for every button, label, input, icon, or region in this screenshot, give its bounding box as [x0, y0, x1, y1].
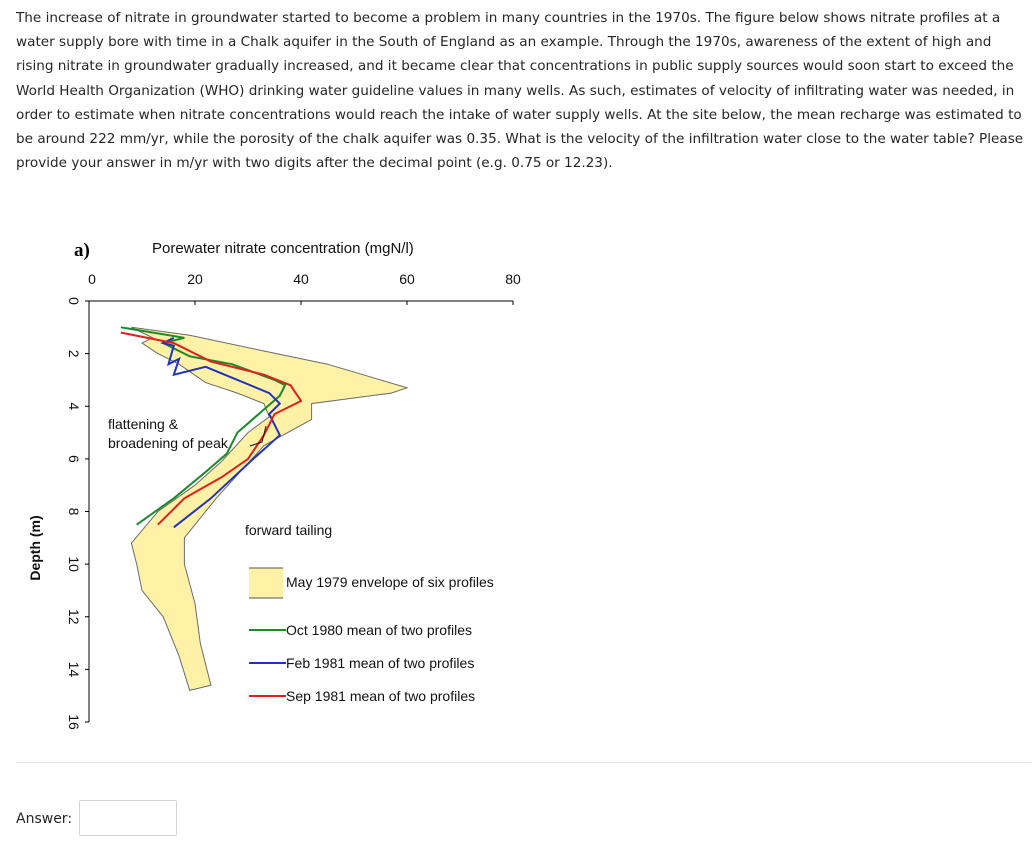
y-tick-label: 8	[66, 508, 82, 516]
y-tick-label: 0	[66, 297, 82, 305]
series-line-1	[120, 326, 287, 526]
series-line-3	[120, 331, 303, 526]
series-line-2	[160, 336, 282, 529]
nitrate-profile-figure: 0 20 40 60 80 0 2 4 6 8 10 12 14 16 a) Porewater nit…	[27, 228, 548, 742]
annotation-flattening-line1: flattening &	[108, 416, 179, 432]
legend-label-sep1981: Sep 1981 mean of two profiles	[286, 688, 475, 704]
y-tick-label: 2	[66, 350, 82, 358]
series-layer	[120, 326, 303, 529]
legend: May 1979 envelope of six profiles Oct 19…	[249, 567, 494, 704]
x-ticks: 0 20 40 60 80	[88, 271, 521, 305]
envelope-area	[130, 326, 409, 691]
section-divider	[16, 762, 1031, 763]
x-axis-title: Porewater nitrate concentration (mgN/l)	[152, 240, 414, 257]
y-ticks: 0 2 4 6 8 10 12 14 16	[66, 297, 89, 730]
y-tick-label: 12	[66, 609, 82, 625]
question-text: The increase of nitrate in groundwater s…	[16, 10, 1024, 172]
x-tick-label: 0	[88, 271, 96, 287]
y-tick-label: 6	[66, 455, 82, 463]
x-tick-label: 60	[399, 271, 415, 287]
annotation-tailing: forward tailing	[245, 522, 332, 538]
annotation-flattening-line2: broadening of peak	[108, 435, 229, 451]
answer-label: Answer:	[16, 811, 73, 827]
x-tick-label: 80	[505, 271, 521, 287]
x-tick-label: 40	[293, 271, 309, 287]
y-tick-label: 14	[66, 662, 82, 678]
annotation-flattening-bracket	[249, 425, 267, 447]
legend-label-feb1981: Feb 1981 mean of two profiles	[286, 655, 474, 671]
answer-input[interactable]	[79, 800, 177, 836]
nitrate-profile-chart: 0 20 40 60 80 0 2 4 6 8 10 12 14 16 a) Porewater nit…	[27, 240, 521, 730]
legend-label-envelope: May 1979 envelope of six profiles	[286, 574, 494, 590]
y-tick-label: 10	[66, 556, 82, 572]
panel-label: a)	[74, 240, 90, 261]
y-tick-label: 16	[66, 714, 82, 730]
legend-label-oct1980: Oct 1980 mean of two profiles	[286, 622, 472, 638]
y-tick-label: 4	[66, 402, 82, 410]
x-tick-label: 20	[187, 271, 203, 287]
legend-swatch-envelope	[249, 568, 283, 598]
y-axis-title: Depth (m)	[28, 515, 43, 580]
